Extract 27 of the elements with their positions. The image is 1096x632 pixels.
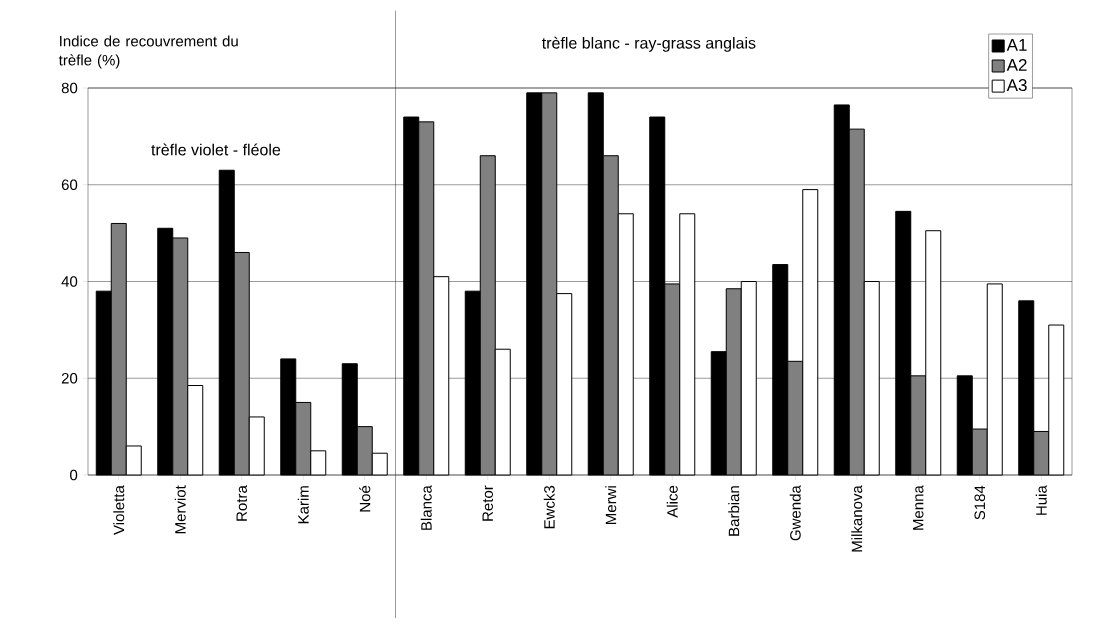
y-tick-label: 40 [61,276,78,287]
x-tick-label: Menna [913,485,924,530]
annotation: trèfle violet - fléole [151,143,281,156]
y-tick-label: 0 [70,469,78,481]
legend-label: A3 [1006,79,1027,92]
x-tick-label: Merviot [174,485,186,534]
x-tick-label: Gwenda [789,485,801,541]
y-tick-label: 20 [61,372,78,384]
x-tick-label: Rotra [236,485,247,521]
x-tick-label: Barbian [728,486,740,536]
x-tick-label: Retor [482,485,493,521]
x-tick-label: Milkanova [851,485,863,552]
text: trèfle blanc - ray-grass anglais [541,36,756,52]
legend-label: A2 [1006,58,1027,71]
x-tick-label: S184 [974,485,986,520]
x-tick-label: Alice [666,485,678,518]
x-tick-label: Noé [359,485,371,512]
x-tick-label: Violetta [113,485,125,535]
y-axis-title: Indice de recouvrement du trèfle (%) [58,35,238,69]
x-tick-label: Merwi [605,486,617,524]
y-tick-label: 60 [61,179,78,191]
y-tick-label: 80 [61,82,78,94]
x-tick-label: Huia [1035,485,1047,515]
x-tick-label: Karim [297,486,309,524]
x-tick-label: Blanca [420,485,432,530]
legend-label: A1 [1006,39,1027,51]
x-tick-label: Ewck3 [543,485,555,529]
